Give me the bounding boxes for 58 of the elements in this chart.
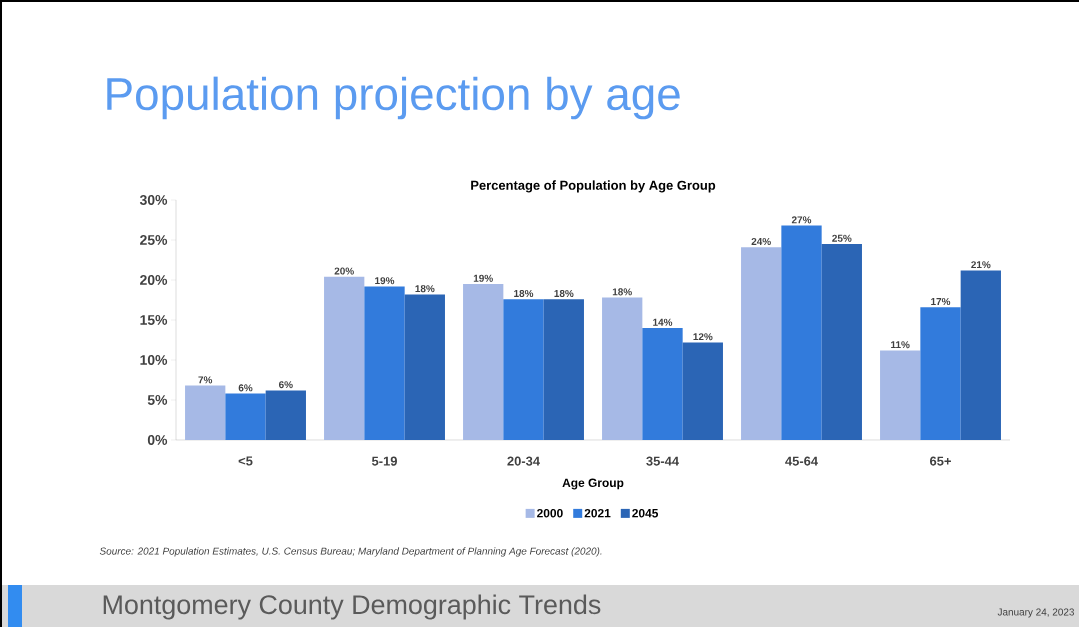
- bar: [602, 297, 643, 440]
- chart-subtitle: Percentage of Population by Age Group: [471, 180, 716, 193]
- text: Montgomery County Demographic Trends: [103, 594, 601, 620]
- bar: [503, 299, 544, 440]
- data-label: 18%: [554, 289, 574, 297]
- bar: [920, 307, 961, 440]
- data-label: 14%: [653, 318, 673, 326]
- bar: [225, 393, 266, 440]
- bar: [880, 350, 921, 440]
- x-axis-title: Age Group: [562, 478, 624, 490]
- data-label: 12%: [693, 333, 713, 341]
- source-note: Source: 2021 Population Estimates, U.S. Census Bureau; Maryland Department of Planning Age Forecast (2020).: [99, 547, 602, 557]
- bar: [741, 247, 782, 440]
- bar: [821, 243, 862, 440]
- y-tick-label: 15%: [140, 315, 168, 325]
- data-label: 24%: [751, 237, 771, 245]
- bar: [781, 225, 822, 440]
- bar: [463, 283, 504, 440]
- bar: [324, 276, 365, 440]
- data-label: 18%: [514, 289, 534, 297]
- bar: [265, 390, 306, 440]
- data-label: 25%: [832, 234, 852, 242]
- data-label: 19%: [473, 274, 493, 282]
- legend-label: 2000: [537, 508, 563, 518]
- bar: [543, 299, 584, 440]
- data-label: 6%: [238, 384, 253, 392]
- data-label: 21%: [971, 261, 991, 269]
- bar: [642, 327, 683, 440]
- y-tick-label: 5%: [147, 395, 168, 405]
- data-label: 11%: [891, 341, 910, 349]
- x-tick-label: <5: [238, 456, 253, 466]
- data-label: 7%: [198, 376, 213, 384]
- y-tick-label: 25%: [140, 235, 168, 245]
- x-tick-label: 65+: [929, 456, 951, 466]
- data-label: 6%: [278, 381, 293, 389]
- data-label: 17%: [931, 297, 951, 305]
- bar: [364, 286, 405, 440]
- bar: [185, 385, 226, 440]
- data-label: 18%: [415, 285, 435, 293]
- text: January 24, 2023: [997, 608, 1075, 618]
- bar: [682, 342, 723, 440]
- data-label: 20%: [334, 267, 354, 275]
- bar: [960, 270, 1001, 440]
- bar: [404, 294, 445, 440]
- data-label: 27%: [791, 216, 812, 224]
- y-tick-label: 0%: [147, 435, 168, 445]
- y-tick-label: 30%: [139, 195, 168, 205]
- x-tick-label: 35-44: [646, 456, 679, 466]
- x-tick-label: 20-34: [507, 456, 540, 466]
- x-tick-label: 45-64: [785, 456, 818, 466]
- chart-title: Population projection by age: [107, 76, 680, 120]
- legend-label: 2045: [632, 508, 659, 518]
- y-tick-label: 10%: [140, 355, 168, 365]
- y-tick-label: 20%: [140, 275, 168, 285]
- x-tick-label: 5-19: [371, 456, 397, 466]
- legend-label: 2021: [584, 508, 611, 518]
- data-label: 19%: [375, 277, 395, 285]
- data-label: 18%: [612, 288, 632, 296]
